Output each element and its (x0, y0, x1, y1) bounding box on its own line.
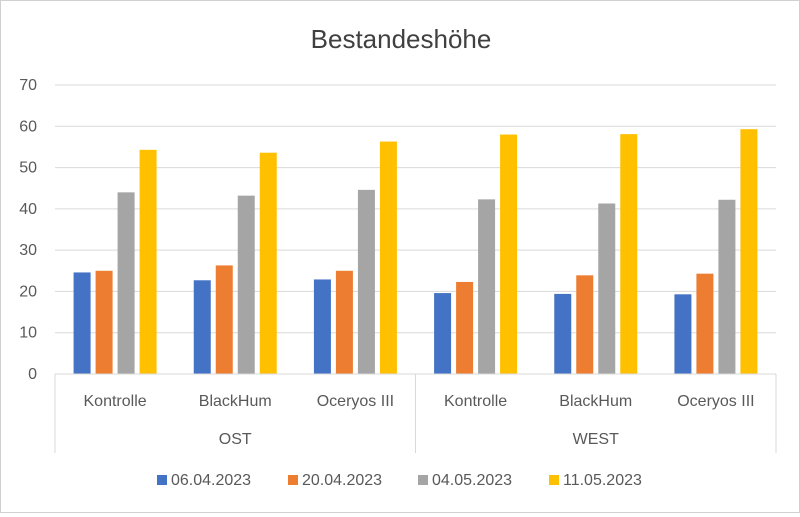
bar (696, 273, 714, 374)
legend-swatch (549, 475, 559, 485)
legend: 06.04.2023 20.04.2023 04.05.2023 11.05.2023 (157, 472, 642, 489)
y-tick-label: 20 (19, 283, 37, 300)
x-category-label: BlackHum (199, 393, 272, 410)
bar (379, 141, 397, 374)
y-axis-ticks: 0 10 20 30 40 50 60 70 (19, 77, 37, 383)
bars (73, 129, 758, 374)
y-tick-label: 70 (19, 77, 37, 94)
bar (117, 192, 135, 374)
bar (313, 279, 331, 374)
y-tick-label: 30 (19, 242, 37, 259)
gridlines (55, 84, 776, 334)
y-tick-label: 50 (19, 160, 37, 177)
bar (500, 134, 518, 374)
legend-swatch (418, 475, 428, 485)
bar (73, 272, 91, 374)
bar (718, 199, 736, 374)
legend-swatch (157, 475, 167, 485)
y-tick-label: 60 (19, 118, 37, 135)
bar (139, 149, 157, 374)
bar (554, 293, 572, 374)
x-group-label: OST (219, 431, 252, 448)
x-category-label: Kontrolle (444, 393, 507, 410)
y-tick-label: 40 (19, 201, 37, 218)
x-category-label: Oceryos III (317, 393, 394, 410)
legend-label: 11.05.2023 (563, 472, 642, 489)
bar (259, 152, 277, 374)
bar (95, 270, 113, 374)
bar (478, 199, 496, 374)
legend-label: 20.04.2023 (302, 472, 382, 489)
legend-label: 06.04.2023 (171, 472, 251, 489)
x-axis: Kontrolle BlackHum Oceryos III Kontrolle Bla… (54, 373, 777, 453)
y-tick-label: 10 (19, 325, 37, 342)
x-category-label: Oceryos III (677, 393, 754, 410)
bar (740, 129, 758, 374)
bar (237, 195, 255, 374)
x-category-label: Kontrolle (84, 393, 147, 410)
bar (335, 270, 353, 374)
bar (456, 281, 474, 374)
bar (674, 294, 692, 374)
bar (434, 293, 452, 374)
legend-swatch (288, 475, 298, 485)
chart-title: Bestandeshöhe (311, 24, 492, 54)
bar (576, 275, 594, 374)
y-tick-label: 0 (28, 366, 37, 383)
bar (357, 189, 375, 374)
bar (598, 203, 616, 374)
x-group-label: WEST (573, 431, 619, 448)
bar (193, 280, 211, 374)
legend-label: 04.05.2023 (432, 472, 512, 489)
bar (215, 265, 233, 374)
bar (620, 134, 638, 374)
x-category-label: BlackHum (559, 393, 632, 410)
